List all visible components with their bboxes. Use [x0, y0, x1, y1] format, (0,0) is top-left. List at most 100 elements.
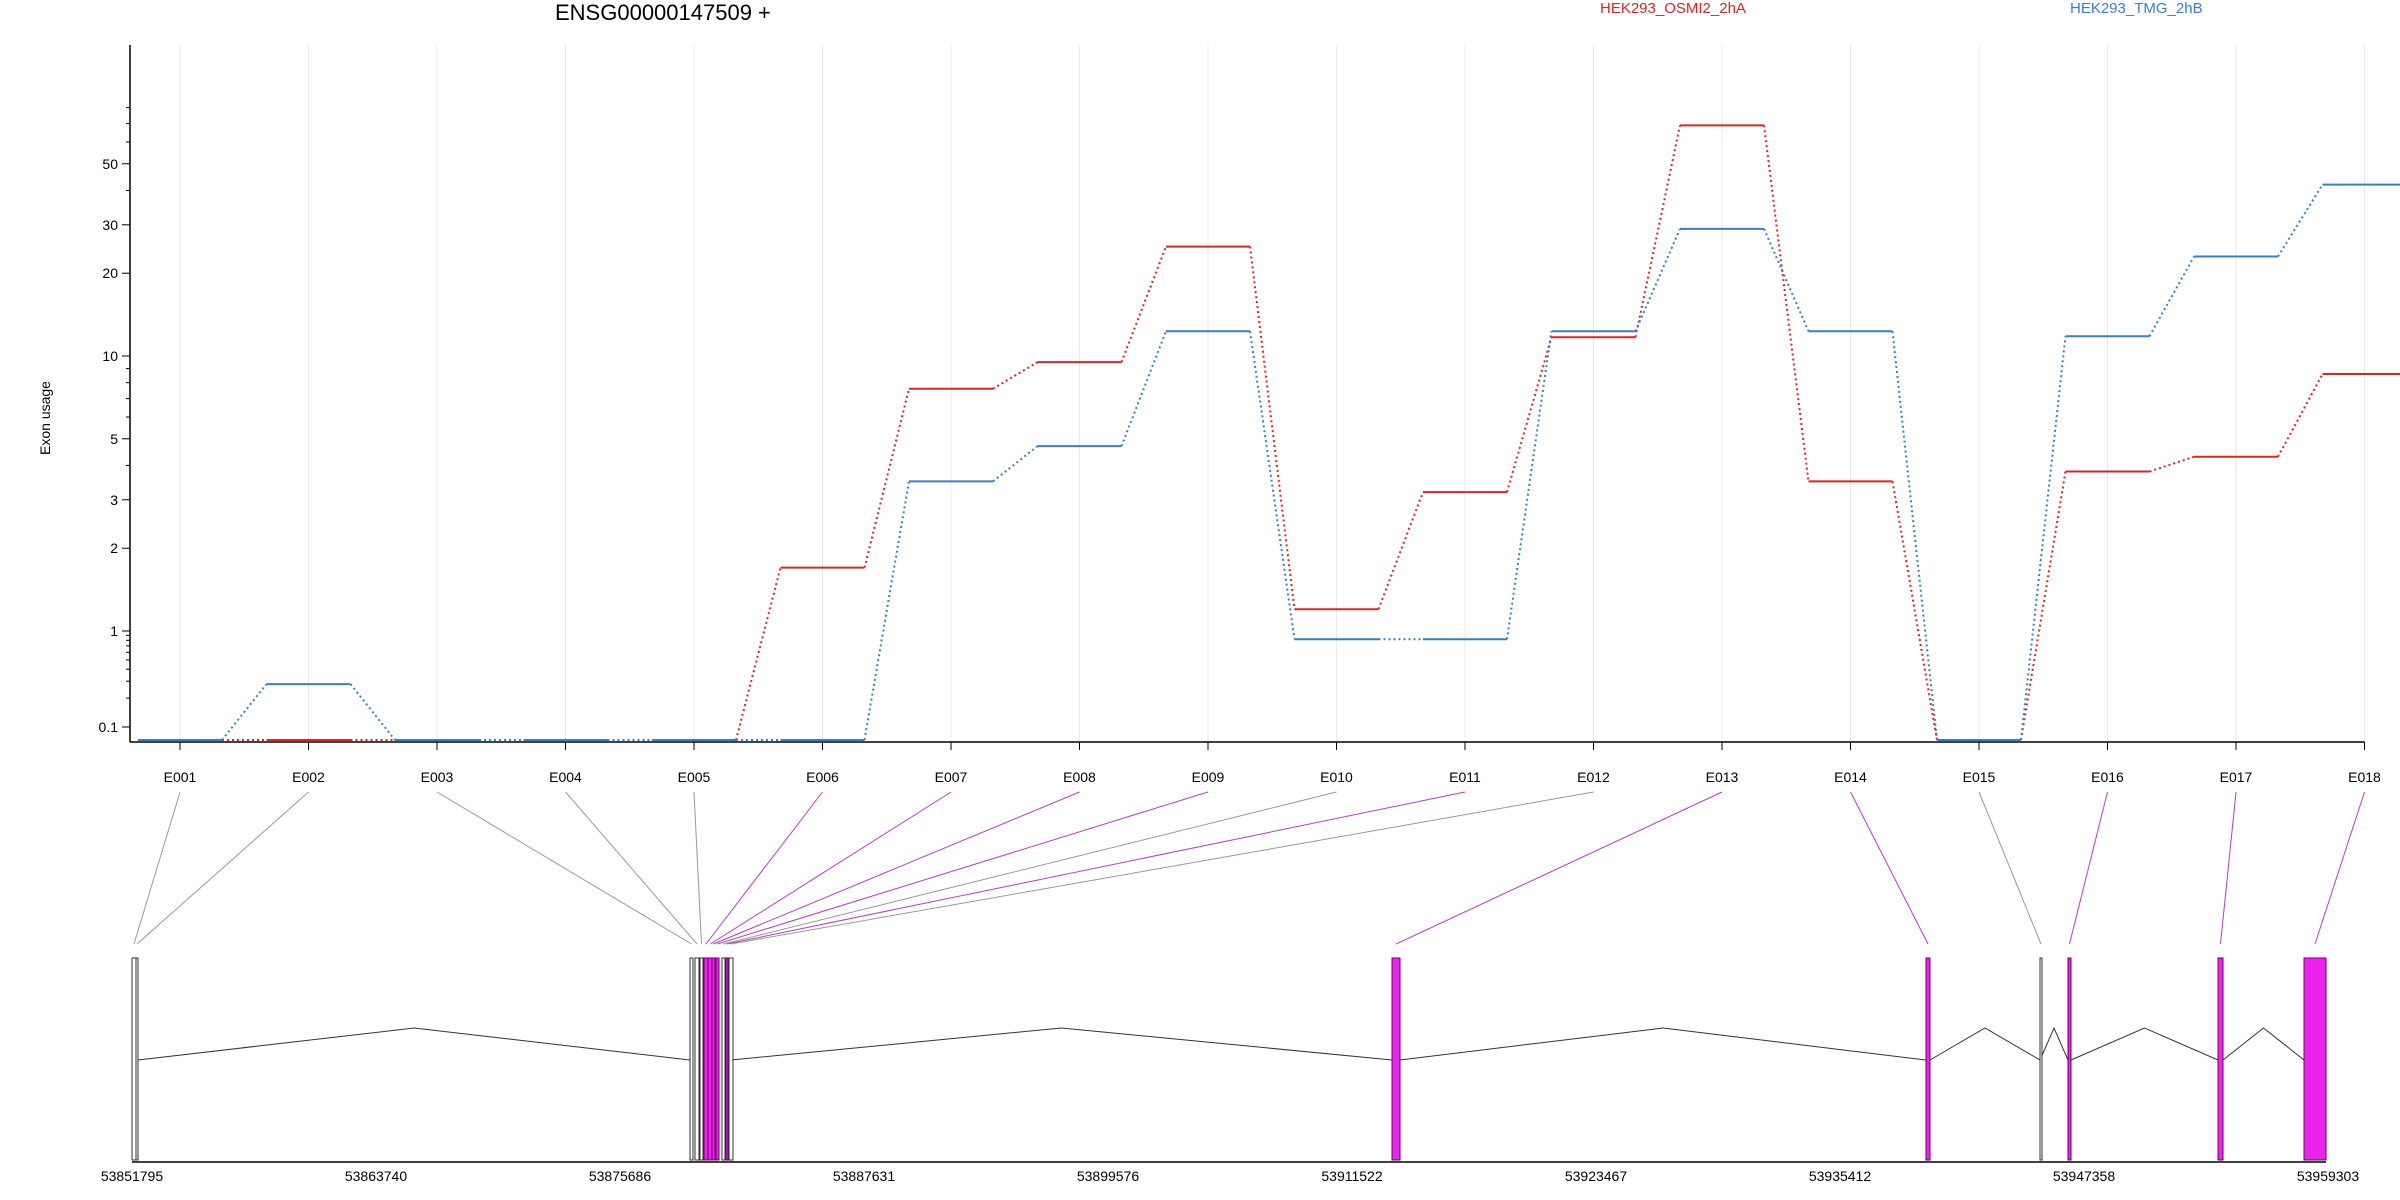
- series-connector: [992, 445, 1039, 483]
- legend-series-a: HEK293_OSMI2_2hA: [1600, 0, 1746, 17]
- series-connector: [1120, 246, 1167, 363]
- exon-box: [2217, 957, 2224, 1161]
- y-tick-label: 1: [110, 623, 118, 639]
- genomic-tick-label: 53887631: [833, 1168, 896, 1184]
- x-tick-label: E005: [678, 769, 711, 785]
- series-connector: [863, 388, 910, 568]
- y-tick-label: 3: [110, 492, 118, 508]
- exon-link-line: [2220, 791, 2237, 945]
- exon-link-line: [730, 791, 1594, 945]
- series-b: [138, 183, 2400, 741]
- exon-link-line: [705, 791, 823, 945]
- x-tick-label: E006: [806, 769, 839, 785]
- exon-link-line: [693, 791, 702, 945]
- legend-series-b: HEK293_TMG_2hB: [2070, 0, 2203, 17]
- exon-box: [2303, 957, 2327, 1161]
- exon-link-line: [2069, 791, 2108, 945]
- exon-box: [2039, 957, 2043, 1161]
- series-connector: [1506, 331, 1553, 640]
- exon-box: [725, 957, 729, 1161]
- series-connector: [1891, 331, 1938, 741]
- exon-link-line: [1850, 791, 1929, 945]
- series-connector: [221, 683, 268, 741]
- exon-link-line: [723, 791, 1337, 945]
- exon-link-line: [565, 791, 698, 945]
- exon-box: [694, 957, 700, 1161]
- exon-link-line: [136, 791, 309, 945]
- genomic-tick-label: 53863740: [345, 1168, 408, 1184]
- genomic-tick-label: 53911522: [1321, 1168, 1382, 1184]
- exon-link-line: [713, 791, 1080, 945]
- y-tick-label: 0.1: [99, 719, 119, 735]
- exon-box: [689, 957, 694, 1161]
- x-tick-label: E013: [1706, 769, 1739, 785]
- x-tick-label: E016: [2091, 769, 2124, 785]
- intron-line: [1399, 1027, 1927, 1061]
- x-tick-label: E015: [1963, 769, 1996, 785]
- exon-box: [131, 957, 137, 1161]
- exon-link-line: [436, 791, 692, 945]
- exon-link-line: [1978, 791, 2042, 945]
- series-connector: [2277, 373, 2324, 458]
- series-a: [138, 124, 2400, 741]
- genomic-tick-label: 53923467: [1565, 1168, 1628, 1184]
- chart-title: ENSG00000147509 +: [555, 0, 771, 25]
- series-connector: [1891, 481, 1938, 741]
- exon-box: [1925, 957, 1931, 1161]
- series-connector: [1634, 228, 1681, 332]
- x-tick-label: E008: [1063, 769, 1096, 785]
- series-connector: [863, 481, 910, 741]
- exon-link-line: [717, 791, 1209, 945]
- genomic-tick-label: 53947358: [2053, 1168, 2116, 1184]
- intron-line: [137, 1027, 691, 1061]
- exon-box: [699, 957, 704, 1161]
- x-tick-label: E012: [1577, 769, 1610, 785]
- x-tick-label: E018: [2348, 769, 2381, 785]
- exon-link-line: [133, 791, 181, 945]
- exon-box: [703, 957, 709, 1161]
- exon-box: [728, 957, 734, 1161]
- exon-link-line: [1395, 791, 1723, 945]
- exon-link-line: [710, 791, 952, 945]
- intron-line: [2222, 1027, 2305, 1061]
- x-tick-label: E010: [1320, 769, 1353, 785]
- genomic-tick-label: 53959303: [2297, 1168, 2360, 1184]
- intron-line: [2039, 1026, 2069, 1061]
- x-tick-label: E007: [935, 769, 968, 785]
- genomic-tick-label: 53935412: [1809, 1168, 1872, 1184]
- intron-line: [730, 1027, 1393, 1061]
- series-connector: [2020, 471, 2067, 741]
- y-tick-label: 2: [110, 540, 118, 556]
- series-connector: [1634, 125, 1681, 338]
- y-tick-label: 30: [102, 217, 118, 233]
- series-connector: [1377, 491, 1424, 610]
- x-tick-label: E017: [2220, 769, 2253, 785]
- exon-box: [2067, 957, 2072, 1161]
- exon-link-line: [726, 791, 1466, 945]
- x-tick-label: E011: [1449, 769, 1481, 785]
- genomic-tick-label: 53875686: [589, 1168, 652, 1184]
- series-connector: [1763, 228, 1810, 332]
- exon-box: [135, 957, 139, 1161]
- series-connector: [2277, 184, 2324, 258]
- series-connector: [1120, 330, 1167, 447]
- y-tick-label: 5: [110, 431, 118, 447]
- exon-box: [711, 957, 716, 1161]
- series-connector: [1763, 125, 1810, 482]
- series-connector: [2149, 455, 2195, 473]
- series-connector: [1249, 331, 1296, 640]
- y-tick-label: 50: [102, 156, 118, 172]
- intron-line: [2070, 1027, 2219, 1061]
- series-connector: [2020, 336, 2067, 741]
- exon-link-line: [2314, 791, 2365, 945]
- exon-box: [1391, 957, 1401, 1161]
- genomic-tick-label: 53851795: [101, 1168, 164, 1184]
- series-connector: [992, 361, 1039, 390]
- genomic-tick-label: 53899576: [1077, 1168, 1140, 1184]
- exon-box: [721, 957, 726, 1161]
- x-tick-label: E003: [421, 769, 454, 785]
- x-tick-label: E004: [549, 769, 582, 785]
- series-connector: [735, 567, 782, 741]
- series-connector: [349, 683, 396, 741]
